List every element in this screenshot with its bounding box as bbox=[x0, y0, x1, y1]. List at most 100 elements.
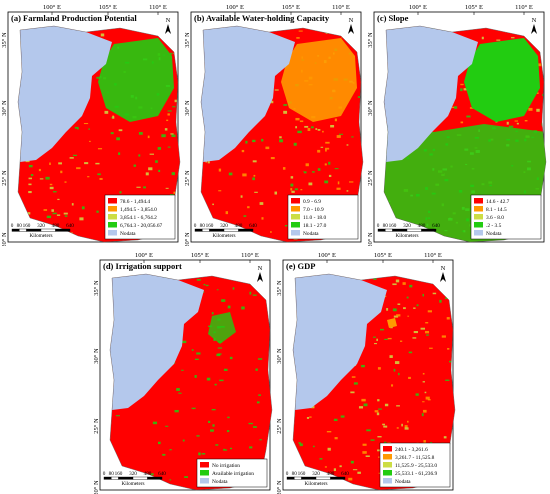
legend-label: 3,854.1 - 6,764.2 bbox=[120, 215, 157, 221]
map-panel-c: (c) Slope 100° E 105° E 110° E 35° N 30° N 25°… bbox=[366, 0, 549, 246]
scale-unit: Kilometers bbox=[304, 481, 327, 487]
scale-tick-label: 80 bbox=[17, 223, 23, 229]
legend-label: 3.6 - 8.0 bbox=[486, 215, 504, 221]
lon-tick-label: 110° E bbox=[515, 4, 533, 11]
scale-tick-label: 80 bbox=[292, 471, 298, 477]
lon-tick-label: 100° E bbox=[409, 4, 427, 11]
scale-tick-label: 640 bbox=[341, 471, 349, 477]
legend-label: 7.0 - 10.9 bbox=[303, 207, 324, 213]
lat-tick-label: 20° N bbox=[184, 232, 191, 246]
north-arrow-icon: N bbox=[348, 17, 354, 34]
lon-tick-label: 105° E bbox=[465, 4, 483, 11]
nodata-area bbox=[18, 26, 112, 162]
nodata-area bbox=[110, 274, 204, 410]
legend-swatch bbox=[291, 230, 300, 236]
svg-text:N: N bbox=[441, 265, 446, 272]
svg-text:N: N bbox=[258, 265, 263, 272]
svg-text:N: N bbox=[349, 17, 354, 24]
scale-tick-label: 80 bbox=[109, 471, 115, 477]
map-svg: (b) Available Water-holding Capacity 100°… bbox=[184, 4, 364, 246]
north-arrow-icon: N bbox=[440, 265, 446, 282]
legend-label: 3,261.7 - 11,525.8 bbox=[395, 455, 435, 461]
legend-swatch bbox=[108, 214, 117, 220]
legend-label: 11.0 - 18.0 bbox=[303, 215, 326, 221]
lon-tick-label: 110° E bbox=[149, 4, 167, 11]
lat-tick-label: 20° N bbox=[276, 480, 283, 494]
scale-tick-label: 480 bbox=[327, 471, 335, 477]
lon-tick-label: 100° E bbox=[43, 4, 61, 11]
legend-swatch bbox=[200, 478, 209, 484]
lat-tick-label: 25° N bbox=[276, 418, 283, 434]
east-basin bbox=[98, 38, 174, 122]
scale-tick-label: 480 bbox=[235, 223, 243, 229]
legend-label: Nodata bbox=[303, 231, 319, 237]
north-arrow-icon: N bbox=[165, 17, 171, 34]
lon-tick-label: 105° E bbox=[282, 4, 300, 11]
scale-tick-label: 0 bbox=[377, 223, 380, 229]
lat-tick-label: 35° N bbox=[367, 32, 374, 48]
svg-text:N: N bbox=[532, 17, 537, 24]
scale-tick-label: 80 bbox=[200, 223, 206, 229]
scale-tick-label: 0 bbox=[11, 223, 14, 229]
lat-tick-label: 30° N bbox=[1, 100, 8, 116]
legend-swatch bbox=[291, 198, 300, 204]
map-panel-b: (b) Available Water-holding Capacity 100°… bbox=[183, 0, 366, 246]
legend: 14.6 - 42.7 8.1 - 14.5 3.6 - 8.0 .2 - 3.5 No… bbox=[470, 194, 542, 240]
lat-tick-label: 35° N bbox=[276, 280, 283, 296]
lat-tick-label: 35° N bbox=[93, 280, 100, 296]
panel-title: (d) Irrigation support bbox=[103, 261, 182, 271]
scale-unit: Kilometers bbox=[212, 233, 235, 239]
scale-tick-label: 320 bbox=[312, 471, 320, 477]
legend-label: Nodata bbox=[212, 479, 228, 485]
scale-tick-label: 320 bbox=[37, 223, 45, 229]
lat-tick-label: 20° N bbox=[1, 232, 8, 246]
legend-swatch bbox=[200, 470, 209, 476]
scale-unit: Kilometers bbox=[395, 233, 418, 239]
scale-tick-label: 480 bbox=[52, 223, 60, 229]
east-basin bbox=[281, 38, 357, 122]
legend-label: 1,494.5 - 3,854.0 bbox=[120, 207, 157, 213]
scale-tick-label: 160 bbox=[23, 223, 31, 229]
legend-label: 240.1 - 3,261.6 bbox=[395, 447, 428, 453]
scale-bar: 0 80 160 320 480 640 Kilometers bbox=[103, 471, 167, 487]
scale-bar: 0 80 160 320 480 640 Kilometers bbox=[194, 223, 258, 239]
east-basin bbox=[464, 38, 540, 122]
legend-label: 25,533.1 - 61,236.9 bbox=[395, 471, 438, 477]
legend-swatch bbox=[108, 206, 117, 212]
legend: No irrigation Available irrigation Nodata bbox=[196, 458, 268, 488]
scale-bar: 0 80 160 320 480 640 Kilometers bbox=[11, 223, 75, 239]
lat-tick-label: 30° N bbox=[184, 100, 191, 116]
legend-swatch bbox=[474, 230, 483, 236]
legend: 240.1 - 3,261.6 3,261.7 - 11,525.8 11,525.… bbox=[379, 442, 451, 488]
north-arrow-icon: N bbox=[257, 265, 263, 282]
legend-swatch bbox=[108, 198, 117, 204]
lon-tick-label: 105° E bbox=[191, 252, 209, 259]
legend-swatch bbox=[383, 478, 392, 484]
lat-tick-label: 30° N bbox=[367, 100, 374, 116]
lat-tick-label: 35° N bbox=[1, 32, 8, 48]
lat-tick-label: 35° N bbox=[184, 32, 191, 48]
panel-title: (a) Farmland Production Potential bbox=[11, 13, 137, 23]
map-panel-a: (a) Farmland Production Potential 100° E 1… bbox=[0, 0, 183, 246]
nodata-area bbox=[384, 26, 478, 162]
scale-tick-label: 480 bbox=[418, 223, 426, 229]
legend-label: 6,764.3 - 20,056.67 bbox=[120, 223, 163, 229]
lat-tick-label: 30° N bbox=[276, 348, 283, 364]
legend-swatch bbox=[383, 462, 392, 468]
nodata-area bbox=[201, 26, 295, 162]
lon-tick-label: 110° E bbox=[241, 252, 259, 259]
legend-swatch bbox=[291, 222, 300, 228]
legend-swatch bbox=[291, 206, 300, 212]
nodata-area bbox=[293, 274, 387, 410]
lat-tick-label: 25° N bbox=[367, 170, 374, 186]
panel-title: (b) Available Water-holding Capacity bbox=[194, 13, 330, 23]
svg-text:N: N bbox=[166, 17, 171, 24]
lon-tick-label: 110° E bbox=[332, 4, 350, 11]
legend-label: 8.1 - 14.5 bbox=[486, 207, 507, 213]
scale-unit: Kilometers bbox=[121, 481, 144, 487]
legend: 0.9 - 6.9 7.0 - 10.9 11.0 - 18.0 18.1 - 27.… bbox=[287, 194, 359, 240]
scale-tick-label: 480 bbox=[144, 471, 152, 477]
map-panel-d: (d) Irrigation support 100° E 105° E 110° E… bbox=[92, 248, 275, 494]
